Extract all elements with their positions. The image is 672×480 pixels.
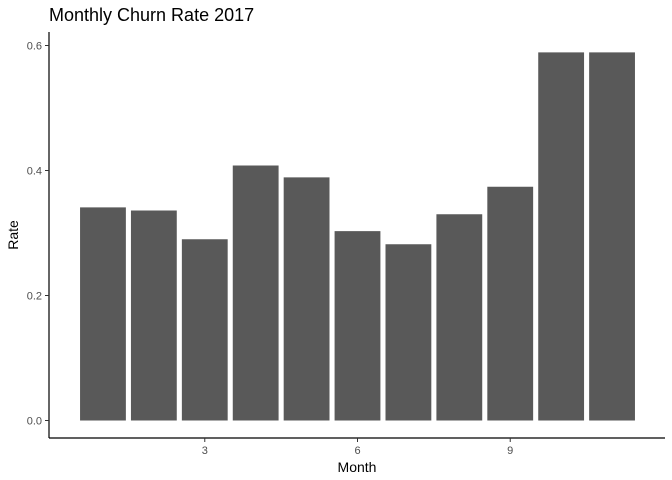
x-tick-label: 9 [507,445,513,457]
bars [80,52,635,421]
y-tick-label: 0.6 [27,41,42,53]
x-axis-ticks: 3 6 9 [202,438,513,457]
bar-month-1 [80,207,126,421]
bar-month-3 [181,239,228,421]
y-tick-label: 0.2 [27,291,42,303]
y-tick-label: 0.0 [27,416,42,428]
y-axis-ticks: 0.0 0.2 0.4 0.6 [27,41,49,428]
y-tick-label: 0.4 [27,166,42,178]
bar-month-10 [538,52,585,421]
bar-month-11 [589,52,635,421]
y-axis-title: Rate [5,220,21,250]
x-tick-label: 6 [354,445,360,457]
bar-month-2 [130,210,177,421]
x-axis-title: Month [338,459,377,475]
bar-month-7 [385,244,432,421]
x-tick-label: 3 [202,445,208,457]
chart-title: Monthly Churn Rate 2017 [49,5,254,25]
bar-month-9 [487,186,534,421]
bar-month-8 [436,214,483,421]
bar-month-5 [283,177,330,421]
bar-month-4 [232,165,279,421]
bar-month-6 [334,231,381,421]
